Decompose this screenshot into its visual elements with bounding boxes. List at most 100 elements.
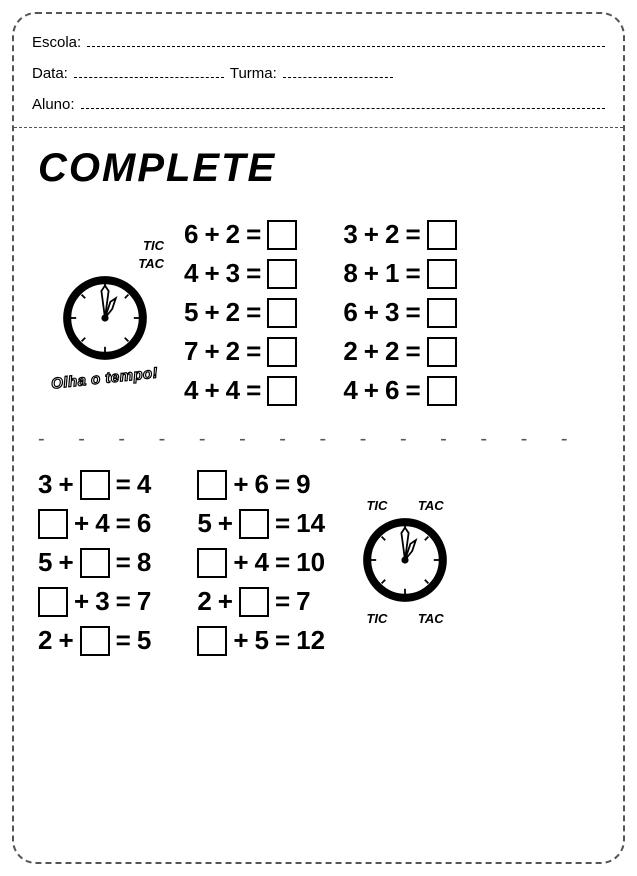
operator: +	[204, 297, 219, 328]
equals: =	[275, 586, 290, 617]
operand-a: 2	[38, 625, 52, 656]
equation-row: 3+2=	[343, 219, 456, 250]
operand-b: 4	[255, 547, 269, 578]
answer-box[interactable]	[239, 587, 269, 617]
operand-b: 2	[226, 336, 240, 367]
operand-a: 6	[343, 297, 357, 328]
answer-box[interactable]	[197, 470, 227, 500]
equation-row: 2+2=	[343, 336, 456, 367]
clock-icon-2	[360, 515, 450, 605]
operand-a: 3	[343, 219, 357, 250]
result: 14	[296, 508, 325, 539]
operator: +	[204, 375, 219, 406]
answer-box[interactable]	[427, 259, 457, 289]
aluno-field[interactable]	[81, 96, 605, 109]
result: 7	[137, 586, 151, 617]
data-field[interactable]	[74, 65, 224, 78]
header-divider	[14, 127, 623, 128]
tac-text-1: TAC	[126, 256, 164, 271]
equals: =	[405, 258, 420, 289]
section2-col2: +6=95+=14+4=102+=7+5=12	[197, 469, 325, 656]
operand-b: 6	[385, 375, 399, 406]
turma-field[interactable]	[283, 65, 393, 78]
result: 5	[137, 625, 151, 656]
operator: +	[233, 625, 248, 656]
section-2: 3+=4+4=65+=8+3=72+=5 +6=95+=14+4=102+=7+…	[32, 469, 605, 656]
result: 8	[137, 547, 151, 578]
section2-col1: 3+=4+4=65+=8+3=72+=5	[38, 469, 151, 656]
tic-text-1: TIC	[143, 238, 164, 253]
operator: +	[364, 375, 379, 406]
answer-box[interactable]	[38, 509, 68, 539]
equals: =	[405, 336, 420, 367]
answer-box[interactable]	[197, 548, 227, 578]
equation-row: +5=12	[197, 625, 325, 656]
escola-field[interactable]	[87, 34, 605, 47]
header-escola-row: Escola:	[32, 34, 605, 51]
clock-block-1: TIC TAC	[40, 219, 170, 388]
equals: =	[246, 336, 261, 367]
answer-box[interactable]	[427, 337, 457, 367]
answer-box[interactable]	[427, 298, 457, 328]
equation-row: 2+=7	[197, 586, 325, 617]
operator: +	[74, 508, 89, 539]
operand-a: 7	[184, 336, 198, 367]
equals: =	[246, 219, 261, 250]
answer-box[interactable]	[427, 220, 457, 250]
answer-box[interactable]	[197, 626, 227, 656]
operator: +	[58, 547, 73, 578]
answer-box[interactable]	[267, 220, 297, 250]
answer-box[interactable]	[267, 337, 297, 367]
operand-b: 3	[385, 297, 399, 328]
operand-b: 4	[95, 508, 109, 539]
equals: =	[405, 375, 420, 406]
section-1: TIC TAC	[32, 219, 605, 406]
equation-row: 5+=8	[38, 547, 151, 578]
operator: +	[233, 547, 248, 578]
equals: =	[246, 258, 261, 289]
answer-box[interactable]	[427, 376, 457, 406]
equals: =	[116, 508, 131, 539]
operand-a: 2	[197, 586, 211, 617]
operand-b: 2	[226, 297, 240, 328]
operand-b: 4	[226, 375, 240, 406]
equals: =	[275, 469, 290, 500]
equation-row: 8+1=	[343, 258, 456, 289]
operator: +	[74, 586, 89, 617]
operand-b: 3	[95, 586, 109, 617]
result: 9	[296, 469, 310, 500]
result: 7	[296, 586, 310, 617]
operand-b: 6	[255, 469, 269, 500]
operand-b: 3	[226, 258, 240, 289]
operator: +	[364, 258, 379, 289]
answer-box[interactable]	[267, 298, 297, 328]
equation-row: 4+6=	[343, 375, 456, 406]
equals: =	[246, 297, 261, 328]
answer-box[interactable]	[80, 626, 110, 656]
operand-b: 2	[226, 219, 240, 250]
operand-a: 3	[38, 469, 52, 500]
answer-box[interactable]	[80, 548, 110, 578]
tac-text-2: TAC	[418, 498, 444, 513]
equation-row: 5+2=	[184, 297, 297, 328]
equals: =	[246, 375, 261, 406]
answer-box[interactable]	[239, 509, 269, 539]
operand-b: 1	[385, 258, 399, 289]
answer-box[interactable]	[267, 376, 297, 406]
operator: +	[233, 469, 248, 500]
aluno-label: Aluno:	[32, 96, 75, 113]
answer-box[interactable]	[38, 587, 68, 617]
equation-row: 7+2=	[184, 336, 297, 367]
equals: =	[116, 469, 131, 500]
operator: +	[58, 625, 73, 656]
answer-box[interactable]	[80, 470, 110, 500]
equals: =	[116, 586, 131, 617]
section1-col1: 6+2=4+3=5+2=7+2=4+4=	[184, 219, 297, 406]
result: 10	[296, 547, 325, 578]
equals: =	[275, 508, 290, 539]
answer-box[interactable]	[267, 259, 297, 289]
equals: =	[405, 297, 420, 328]
equation-row: +4=6	[38, 508, 151, 539]
tic-text-2: TIC	[366, 498, 387, 513]
equation-row: 4+3=	[184, 258, 297, 289]
